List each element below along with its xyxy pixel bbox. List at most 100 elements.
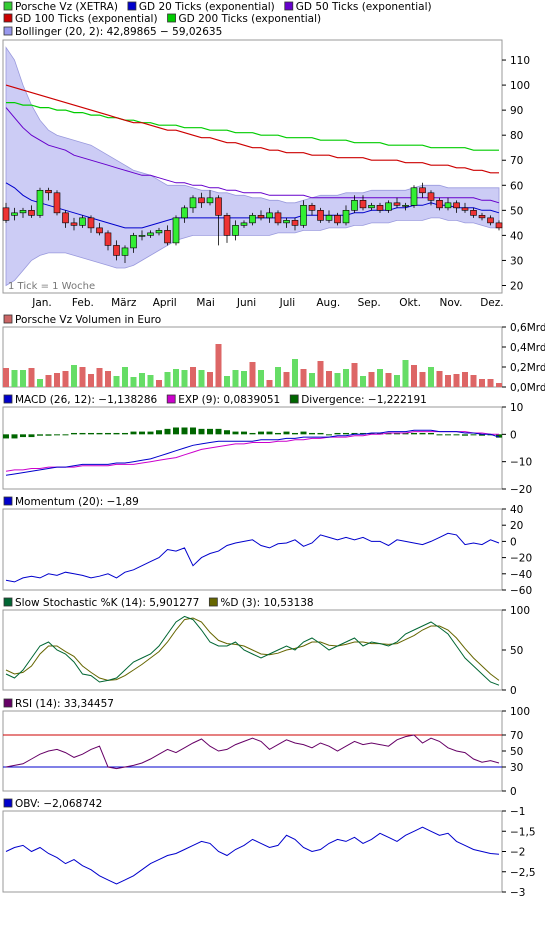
volume-bar	[130, 377, 137, 387]
candle-body	[28, 210, 35, 216]
y-tick-label: 50	[510, 645, 523, 657]
candle-body	[181, 207, 188, 219]
candle-body	[427, 192, 435, 201]
candle-body	[87, 217, 95, 229]
volume-bar	[334, 373, 341, 387]
y-tick-label: 20	[510, 520, 523, 532]
bollinger-band	[5, 46, 500, 287]
candle-body	[70, 222, 78, 226]
y-tick-label: 10	[510, 402, 523, 414]
y-tick-label: 100	[510, 706, 530, 718]
legend-label: OBV: −2,068742	[15, 798, 102, 810]
candle-body	[36, 189, 44, 216]
volume-bar	[266, 380, 273, 387]
candle-body	[342, 210, 350, 224]
divergence-bar	[224, 430, 230, 435]
divergence-bar	[419, 432, 426, 435]
y-tick-label: 0,0Mrd	[510, 382, 545, 394]
divergence-bar	[462, 434, 468, 436]
candle-body	[461, 207, 469, 211]
candle-body	[257, 215, 265, 219]
volume-bar	[105, 371, 111, 387]
volume-bar	[164, 372, 171, 387]
volume-bar	[156, 380, 162, 387]
y-tick-label: 70	[510, 730, 523, 742]
y-tick-label: 60	[510, 180, 523, 192]
divergence-bar	[275, 432, 281, 435]
divergence-bar	[207, 428, 213, 435]
divergence-bar	[402, 432, 409, 435]
y-tick-label: 0	[510, 685, 517, 697]
divergence-bar	[249, 432, 256, 435]
legend-swatch	[3, 496, 13, 506]
legend-label: Momentum (20): −1,89	[15, 496, 139, 508]
divergence-bar	[181, 427, 188, 435]
divergence-bar	[54, 434, 60, 436]
divergence-bar	[113, 432, 120, 435]
divergence-bar	[436, 434, 443, 436]
divergence-bar	[130, 431, 137, 435]
month-label: Dez.	[480, 297, 503, 309]
tick-note: 1 Tick = 1 Woche	[8, 281, 95, 292]
month-label: Nov.	[440, 297, 463, 309]
volume-bar	[241, 371, 247, 387]
candle-body	[45, 189, 52, 194]
month-label: Okt.	[399, 297, 421, 309]
divergence-bar	[496, 434, 502, 438]
y-tick-label: 100	[510, 605, 530, 617]
y-tick-label: 100	[510, 80, 530, 92]
divergence-bar	[377, 432, 383, 435]
divergence-bar	[479, 434, 485, 436]
candle-body	[478, 215, 486, 219]
candle-body	[164, 230, 171, 244]
candle-body	[113, 245, 120, 256]
candle-body	[274, 212, 282, 224]
legend-swatch	[3, 314, 13, 324]
volume-bar	[71, 365, 77, 387]
volume-bar	[309, 373, 315, 387]
candle-body	[376, 205, 384, 211]
legend-label: Bollinger (20, 2): 42,89865 − 59,02635	[15, 26, 222, 38]
volume-bar	[96, 368, 103, 387]
legend-label: Divergence: −1,222191	[301, 394, 427, 406]
divergence-bar	[258, 431, 264, 435]
candle-body	[172, 217, 180, 244]
divergence-bar	[20, 434, 26, 438]
divergence-bar	[326, 434, 332, 436]
y-tick-label: 110	[510, 55, 530, 67]
candle-body	[240, 222, 248, 226]
divergence-bar	[156, 430, 162, 435]
y-tick-label: −2	[510, 847, 525, 859]
volume-bar	[139, 373, 145, 387]
y-tick-label: −1,5	[510, 826, 536, 838]
volume-bar	[224, 376, 230, 387]
volume-bar	[292, 359, 298, 387]
candle-body	[487, 217, 494, 224]
legend-swatch	[289, 394, 299, 404]
legend-label: EXP (9): 0,0839051	[178, 394, 280, 406]
divergence-bar	[351, 432, 358, 435]
candle-body	[351, 200, 358, 211]
volume-bar	[360, 376, 366, 387]
candle-body	[419, 187, 426, 194]
candle-body	[198, 197, 205, 204]
candle-body	[223, 215, 231, 236]
volume-bar	[181, 370, 188, 387]
volume-bar	[215, 344, 222, 387]
divergence-bar	[139, 431, 145, 435]
y-tick-label: 50	[510, 746, 523, 758]
y-tick-label: −20	[510, 484, 532, 496]
candle-body	[206, 197, 214, 204]
candle-body	[308, 205, 316, 211]
divergence-bar	[190, 427, 196, 435]
y-tick-label: 50	[510, 205, 523, 217]
legend-label: MACD (26, 12): −1,138286	[15, 394, 157, 406]
divergence-bar	[292, 432, 298, 435]
legend-swatch	[208, 597, 218, 607]
legend-swatch	[3, 13, 13, 23]
candle-body	[393, 202, 401, 206]
divergence-bar	[11, 434, 18, 439]
candle-body	[368, 205, 375, 209]
candle-body	[317, 210, 324, 221]
volume-bar	[453, 374, 460, 387]
